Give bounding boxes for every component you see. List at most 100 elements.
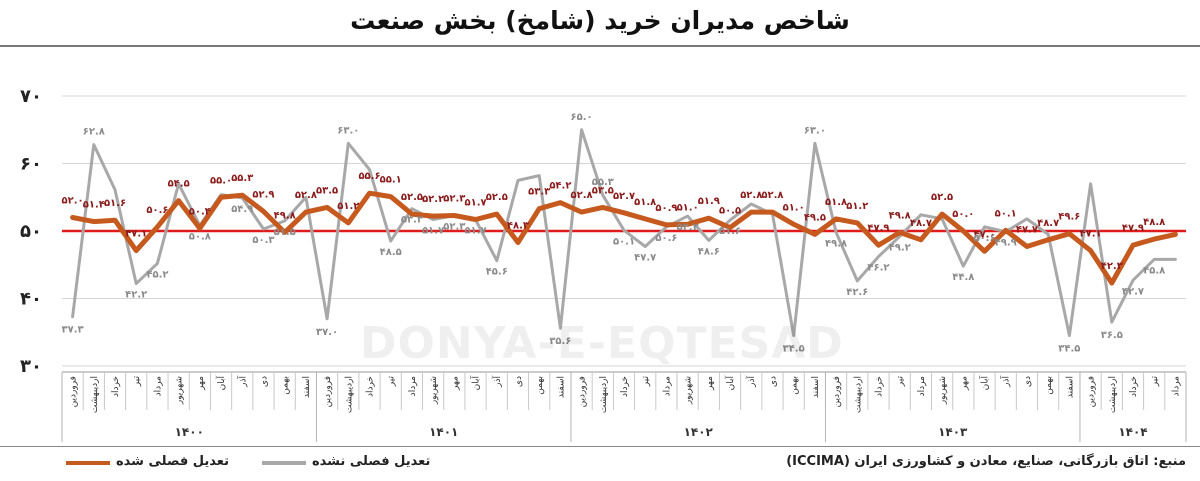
x-tick-label-month: مرداد bbox=[408, 376, 418, 396]
data-label-unadjusted: ۴۹.۸ bbox=[825, 238, 847, 249]
x-tick-label-month: اردیبهشت bbox=[1108, 376, 1118, 413]
data-label-adjusted: ۴۸.۷ bbox=[910, 218, 932, 229]
data-label-unadjusted: ۵۱.۷ bbox=[464, 226, 486, 237]
x-tick-label-month: دی bbox=[1023, 376, 1033, 387]
legend-label-adjusted: تعدیل فصلی شده bbox=[116, 454, 230, 469]
x-tick-label-month: دی bbox=[514, 376, 524, 387]
source-note: منبع: اتاق بازرگانی، صنایع، معادن و کشاو… bbox=[786, 454, 1186, 469]
title-divider bbox=[0, 45, 1200, 47]
legend-label-unadjusted: تعدیل فصلی نشده bbox=[312, 454, 431, 469]
x-tick-label-month: مرداد bbox=[153, 376, 163, 396]
series-lines bbox=[70, 128, 1178, 338]
data-label-unadjusted: ۴۲.۶ bbox=[846, 287, 868, 298]
x-tick-label-month: آذر bbox=[491, 376, 503, 388]
data-label-unadjusted: ۳۵.۶ bbox=[549, 336, 571, 347]
data-label-unadjusted: ۵۴.۹ bbox=[231, 204, 253, 215]
data-label-unadjusted: ۴۷.۷ bbox=[634, 253, 656, 264]
x-tick-label-month: مرداد bbox=[917, 376, 927, 396]
x-tick-label-month: آذر bbox=[745, 376, 757, 388]
data-label-adjusted: ۴۷.۹ bbox=[1122, 223, 1144, 234]
data-label-unadjusted: ۳۴.۵ bbox=[783, 344, 805, 355]
x-tick-label-month: دی bbox=[768, 376, 778, 387]
x-tick-label-month: تیر bbox=[896, 376, 906, 388]
series-adjusted-line bbox=[70, 190, 1178, 286]
data-label-unadjusted: ۵۱.۵ bbox=[274, 227, 296, 238]
y-tick-label: ۷۰ bbox=[20, 86, 42, 107]
data-label-adjusted: ۵۱.۲ bbox=[337, 201, 359, 212]
data-label-unadjusted: ۵۱.۷ bbox=[422, 226, 444, 237]
data-label-adjusted: ۵۲.۳ bbox=[443, 193, 465, 204]
x-tick-label-month: بهمن bbox=[790, 376, 800, 395]
x-tick-label-month: شهریور bbox=[429, 376, 439, 405]
data-label-unadjusted: ۳۷.۳ bbox=[62, 325, 84, 336]
data-label-adjusted: ۵۰.۹ bbox=[655, 203, 677, 214]
data-label-unadjusted: ۳۴.۵ bbox=[1058, 344, 1080, 355]
x-tick-label-year: ۱۴۰۰ bbox=[175, 425, 204, 439]
data-label-unadjusted: ۴۶.۲ bbox=[867, 263, 889, 274]
data-label-adjusted: ۵۲.۸ bbox=[761, 190, 783, 201]
legend-swatch-adjusted bbox=[66, 461, 110, 465]
data-label-adjusted: ۴۹.۵ bbox=[804, 212, 826, 223]
data-label-unadjusted: ۵۵.۳ bbox=[592, 177, 614, 188]
data-label-adjusted: ۵۰.۴ bbox=[189, 206, 211, 217]
data-label-adjusted: ۵۱.۷ bbox=[464, 198, 486, 209]
data-label-adjusted: ۵۱.۹ bbox=[698, 196, 720, 207]
x-tick-label-month: مرداد bbox=[662, 376, 672, 396]
x-tick-label-month: اردیبهشت bbox=[90, 376, 100, 413]
x-tick-label-month: خرداد bbox=[111, 376, 121, 397]
data-label-adjusted: ۵۴.۵ bbox=[168, 179, 190, 190]
x-tick-label-month: خرداد bbox=[366, 376, 376, 397]
x-tick-label-year: ۱۴۰۳ bbox=[938, 425, 968, 439]
data-label-adjusted: ۵۲.۵ bbox=[486, 192, 508, 203]
x-tick-label-month: مهر bbox=[705, 376, 715, 391]
x-tick-label-month: تیر bbox=[1150, 376, 1160, 388]
x-tick-label-month: شهریور bbox=[175, 376, 185, 405]
data-label-adjusted: ۵۲.۵ bbox=[401, 192, 423, 203]
x-tick-label-month: تیر bbox=[387, 376, 397, 388]
data-label-adjusted: ۵۵.۳ bbox=[231, 173, 253, 184]
x-tick-label-month: فروردین bbox=[832, 376, 842, 407]
pmi-line-chart: ۳۰ ۴۰ ۵۰ ۶۰ ۷۰ فروردین اردیبهشت خرداد تیر مرداد ش… bbox=[20, 86, 1187, 442]
data-label-adjusted: ۴۸.۳ bbox=[507, 220, 529, 231]
x-tick-label-month: آبان bbox=[979, 376, 991, 391]
data-label-adjusted: ۵۱.۶ bbox=[104, 198, 126, 209]
data-label-adjusted: ۵۲.۷ bbox=[613, 191, 635, 202]
data-label-adjusted: ۵۳.۳ bbox=[528, 187, 550, 198]
data-label-adjusted: ۵۲.۹ bbox=[252, 189, 274, 200]
data-label-unadjusted: ۵۰.۸ bbox=[189, 232, 211, 243]
data-label-unadjusted: ۴۲.۲ bbox=[125, 290, 147, 301]
x-tick-label-month: مهر bbox=[450, 376, 460, 391]
data-label-adjusted: ۴۹.۸ bbox=[889, 210, 911, 221]
data-label-adjusted: ۴۷.۰ bbox=[973, 229, 995, 240]
x-tick-label-month: دی bbox=[259, 376, 269, 387]
x-tick-label-month: مهر bbox=[196, 376, 206, 391]
data-label-unadjusted: ۵۱.۶ bbox=[719, 226, 741, 237]
data-label-unadjusted: ۵۰.۱ bbox=[613, 236, 635, 247]
data-label-unadjusted: ۴۹.۲ bbox=[889, 242, 911, 253]
x-tick-label-month: بهمن bbox=[1044, 376, 1054, 395]
x-tick-label-month: آذر bbox=[236, 376, 248, 388]
data-label-adjusted: ۵۲.۰ bbox=[62, 196, 84, 207]
data-labels: ۵۲.۰ ۵۱.۴ ۵۱.۶۴۷.۱۵۰.۶۵۴.۵۵۰.۴۵۵.۰ ۵۵.۳۵۲.۹… bbox=[62, 112, 1166, 355]
x-tick-label-year: ۱۴۰۱ bbox=[429, 425, 458, 439]
x-tick-label-month: خرداد bbox=[874, 376, 884, 397]
data-label-adjusted: ۵۳.۵ bbox=[592, 185, 614, 196]
data-label-adjusted: ۴۷.۹ bbox=[867, 223, 889, 234]
x-tick-label-month: مرداد bbox=[1171, 376, 1181, 396]
data-label-unadjusted: ۵۰.۶ bbox=[655, 233, 677, 244]
data-label-adjusted: ۵۵.۶ bbox=[358, 171, 380, 182]
data-label-adjusted: ۴۷.۱ bbox=[1080, 229, 1102, 240]
data-label-unadjusted: ۴۹.۹ bbox=[995, 238, 1017, 249]
x-tick-label-month: تیر bbox=[641, 376, 651, 388]
series-unadjusted-line bbox=[71, 128, 1177, 338]
x-tick-label-month: اسفند bbox=[1065, 376, 1075, 398]
data-label-adjusted: ۴۸.۷ bbox=[1037, 218, 1059, 229]
data-label-adjusted: ۵۱.۰ bbox=[677, 202, 699, 213]
data-label-unadjusted: ۴۸.۶ bbox=[698, 246, 720, 257]
x-tick-label-month: شهریور bbox=[938, 376, 948, 405]
data-label-adjusted: ۵۱.۲ bbox=[846, 201, 868, 212]
x-tick-label-month: آبان bbox=[724, 376, 736, 391]
data-label-adjusted: ۴۷.۱ bbox=[125, 229, 147, 240]
data-label-unadjusted: ۵۰.۶ bbox=[973, 233, 995, 244]
data-label-adjusted: ۵۱.۸ bbox=[825, 197, 847, 208]
